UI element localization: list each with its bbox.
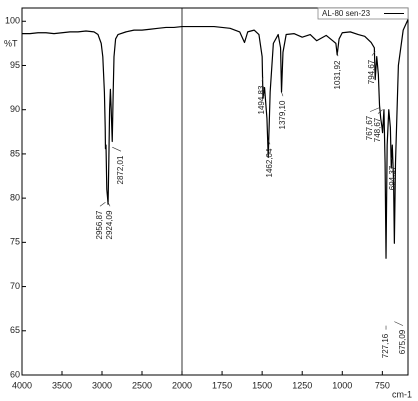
annotation-leader xyxy=(267,140,271,145)
x-axis-label: cm-1 xyxy=(392,389,412,399)
x-tick-label: 3500 xyxy=(52,380,72,390)
x-tick-label: 1750 xyxy=(212,380,232,390)
x-tick-label: 1250 xyxy=(292,380,312,390)
annotation-leader xyxy=(377,109,383,114)
legend-label: AL-80 sen-23 xyxy=(322,9,371,18)
annotation-leader xyxy=(107,202,111,207)
annotation-label: 1462,04 xyxy=(265,148,274,177)
annotation-label: 767,67 xyxy=(365,115,374,140)
x-tick-label: 2500 xyxy=(132,380,152,390)
x-tick-label: 750 xyxy=(375,380,390,390)
annotation-leader xyxy=(336,52,339,57)
annotation-label: 675,09 xyxy=(398,329,407,354)
y-tick-label: 90 xyxy=(10,104,20,114)
annotation-label: 1379,10 xyxy=(278,100,287,129)
y-tick-label: 95 xyxy=(10,60,20,70)
x-tick-label: 1000 xyxy=(332,380,352,390)
annotation-leader xyxy=(281,92,284,97)
plot-frame xyxy=(21,7,409,376)
y-tick-label: 70 xyxy=(10,281,20,291)
y-tick-label: 85 xyxy=(10,148,20,158)
spectrum-line xyxy=(22,19,409,259)
annotation-leader xyxy=(390,157,394,162)
annotation-label: 748,67 xyxy=(373,117,382,142)
annotation-label: 1494,83 xyxy=(257,85,266,114)
annotation-leader xyxy=(112,146,122,152)
annotation-label: 2872,01 xyxy=(116,155,125,184)
x-tick-label: 4000 xyxy=(12,380,32,390)
x-tick-label: 2000 xyxy=(172,380,192,390)
x-tick-label: 3000 xyxy=(92,380,112,390)
annotation-label: 1031,92 xyxy=(333,60,342,89)
y-tick-label: 65 xyxy=(10,325,20,335)
annotation-label: 794,67 xyxy=(367,59,376,84)
y-tick-label: 80 xyxy=(10,193,20,203)
annotation-label: 2924,09 xyxy=(105,210,114,239)
x-tick-label: 1500 xyxy=(252,380,272,390)
annotation-label: 727,16 xyxy=(381,333,390,358)
y-tick-label: 75 xyxy=(10,237,20,247)
legend-box xyxy=(317,7,409,20)
annotation-leader xyxy=(371,51,376,56)
y-tick-label: 100 xyxy=(5,16,20,26)
y-tick-label: 60 xyxy=(10,369,20,379)
annotation-label: 694,37 xyxy=(388,165,397,190)
y-axis-label: %T xyxy=(4,38,18,48)
annotation-leader xyxy=(261,77,264,82)
annotation-leader xyxy=(99,201,106,207)
annotation-leader xyxy=(369,107,380,112)
annotation-label: 2956,87 xyxy=(95,210,104,239)
annotation-leader xyxy=(394,321,404,326)
